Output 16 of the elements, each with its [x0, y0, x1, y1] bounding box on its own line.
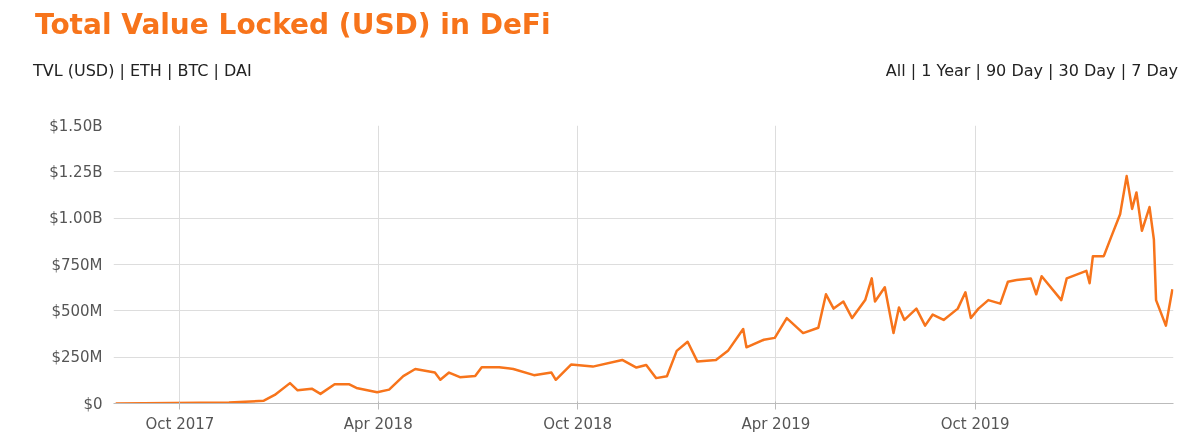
y-tick-label: $1.50B	[49, 116, 103, 135]
y-tick-label: $750M	[51, 255, 103, 274]
x-tick-label: Apr 2019	[741, 414, 811, 433]
text: All | 1 Year | 90 Day | 30 Day | 7 Day	[885, 60, 1178, 82]
x-tick-label: Oct 2018	[543, 414, 613, 433]
line-series	[114, 174, 1174, 404]
x-tick-label: Apr 2018	[343, 414, 413, 433]
x-tick-label: Oct 2017	[145, 414, 215, 433]
y-tick-label: $0	[83, 394, 103, 413]
y-tick-label: $1.25B	[49, 162, 103, 181]
y-tick-label: $250M	[51, 348, 103, 367]
x-tick-label: Oct 2019	[940, 414, 1010, 433]
text: TVL (USD) | ETH | BTC | DAI	[33, 60, 252, 82]
chart-title: Total Value Locked (USD) in DeFi	[35, 7, 551, 43]
y-tick-label: $1.00B	[49, 209, 103, 228]
y-tick-label: $500M	[51, 301, 103, 320]
